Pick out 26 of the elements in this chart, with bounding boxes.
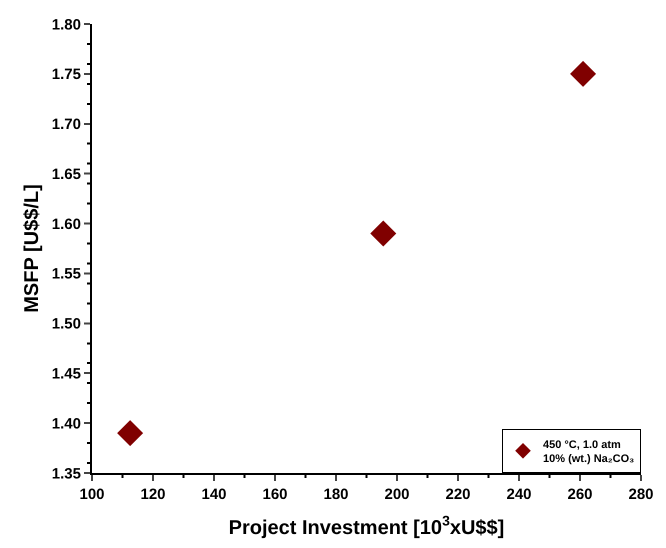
x-tick-label: 180 bbox=[323, 486, 349, 503]
x-tick-label: 280 bbox=[628, 486, 654, 503]
x-tick-label: 100 bbox=[79, 486, 105, 503]
x-tick-label: 120 bbox=[140, 486, 166, 503]
y-tick-label: 1.60 bbox=[52, 216, 81, 233]
y-axis-title: MSFP [U$$/L] bbox=[20, 184, 43, 313]
point bbox=[570, 60, 596, 87]
y-tick-label: 1.35 bbox=[52, 465, 81, 482]
x-tick-label: 220 bbox=[445, 486, 471, 503]
y-tick-label: 1.80 bbox=[52, 16, 81, 34]
y-tick-label: 1.40 bbox=[52, 415, 81, 432]
x-tick-label: 160 bbox=[262, 486, 288, 503]
y-tick-label: 1.55 bbox=[52, 266, 81, 283]
y-tick-label: 1.70 bbox=[52, 116, 81, 134]
y-tick-label: 1.65 bbox=[52, 166, 81, 183]
x-tick-label: 140 bbox=[201, 486, 227, 503]
point bbox=[117, 420, 144, 446]
y-tick-label: 1.50 bbox=[52, 316, 81, 333]
x-tick-label: 240 bbox=[506, 486, 532, 503]
y-tick-label: 1.75 bbox=[52, 66, 81, 84]
x-axis-title: Project Investment [10$^{3}$xU$$] bbox=[228, 512, 504, 539]
point bbox=[370, 220, 396, 247]
x-tick-label: 200 bbox=[384, 486, 410, 503]
legend-label: 450 °C, 1.0 atm 10% (wt.) Na₂CO₃ bbox=[543, 438, 634, 466]
y-tick-label: 1.45 bbox=[52, 365, 81, 382]
x-tick-label: 260 bbox=[567, 486, 593, 503]
